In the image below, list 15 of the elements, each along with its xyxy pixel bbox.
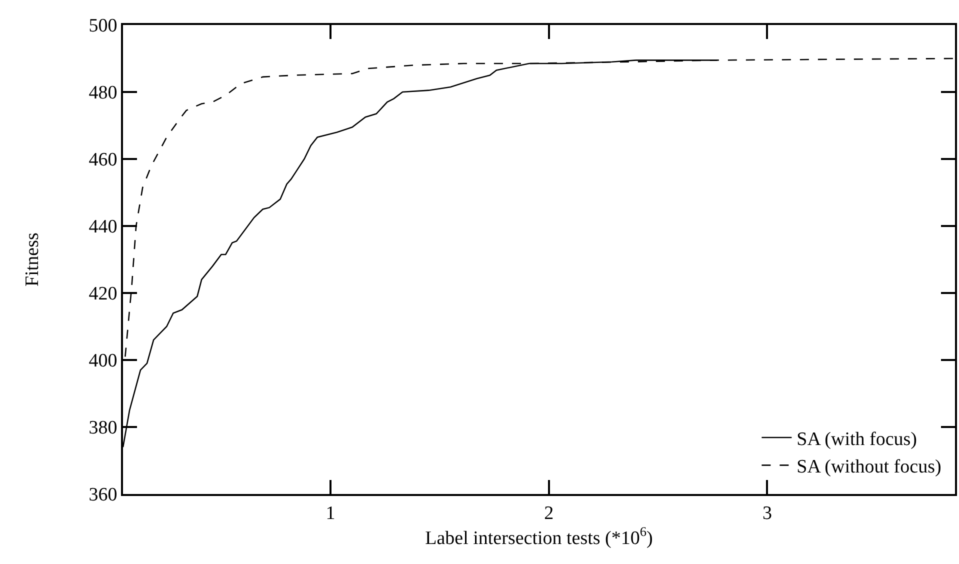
y-tick-label: 360: [88, 484, 118, 506]
x-tick-label: 1: [326, 502, 336, 524]
legend-label: SA (with focus): [796, 428, 918, 450]
x-tick-label: 3: [762, 502, 772, 524]
y-tick-label: 400: [88, 350, 118, 372]
y-tick-label: 500: [88, 16, 118, 37]
legend-label: SA (without focus): [796, 456, 942, 478]
x-tick-label: 2: [544, 502, 554, 524]
y-axis-title: Fitness: [22, 232, 44, 286]
y-tick-label: 420: [88, 284, 118, 305]
y-tick-label: 460: [88, 150, 118, 171]
y-tick-label: 480: [88, 82, 118, 104]
y-tick-label: 380: [88, 418, 118, 439]
x-axis-title: Label intersection tests (*10$^{6}$): [425, 524, 653, 549]
y-tick-label: 440: [88, 216, 118, 238]
